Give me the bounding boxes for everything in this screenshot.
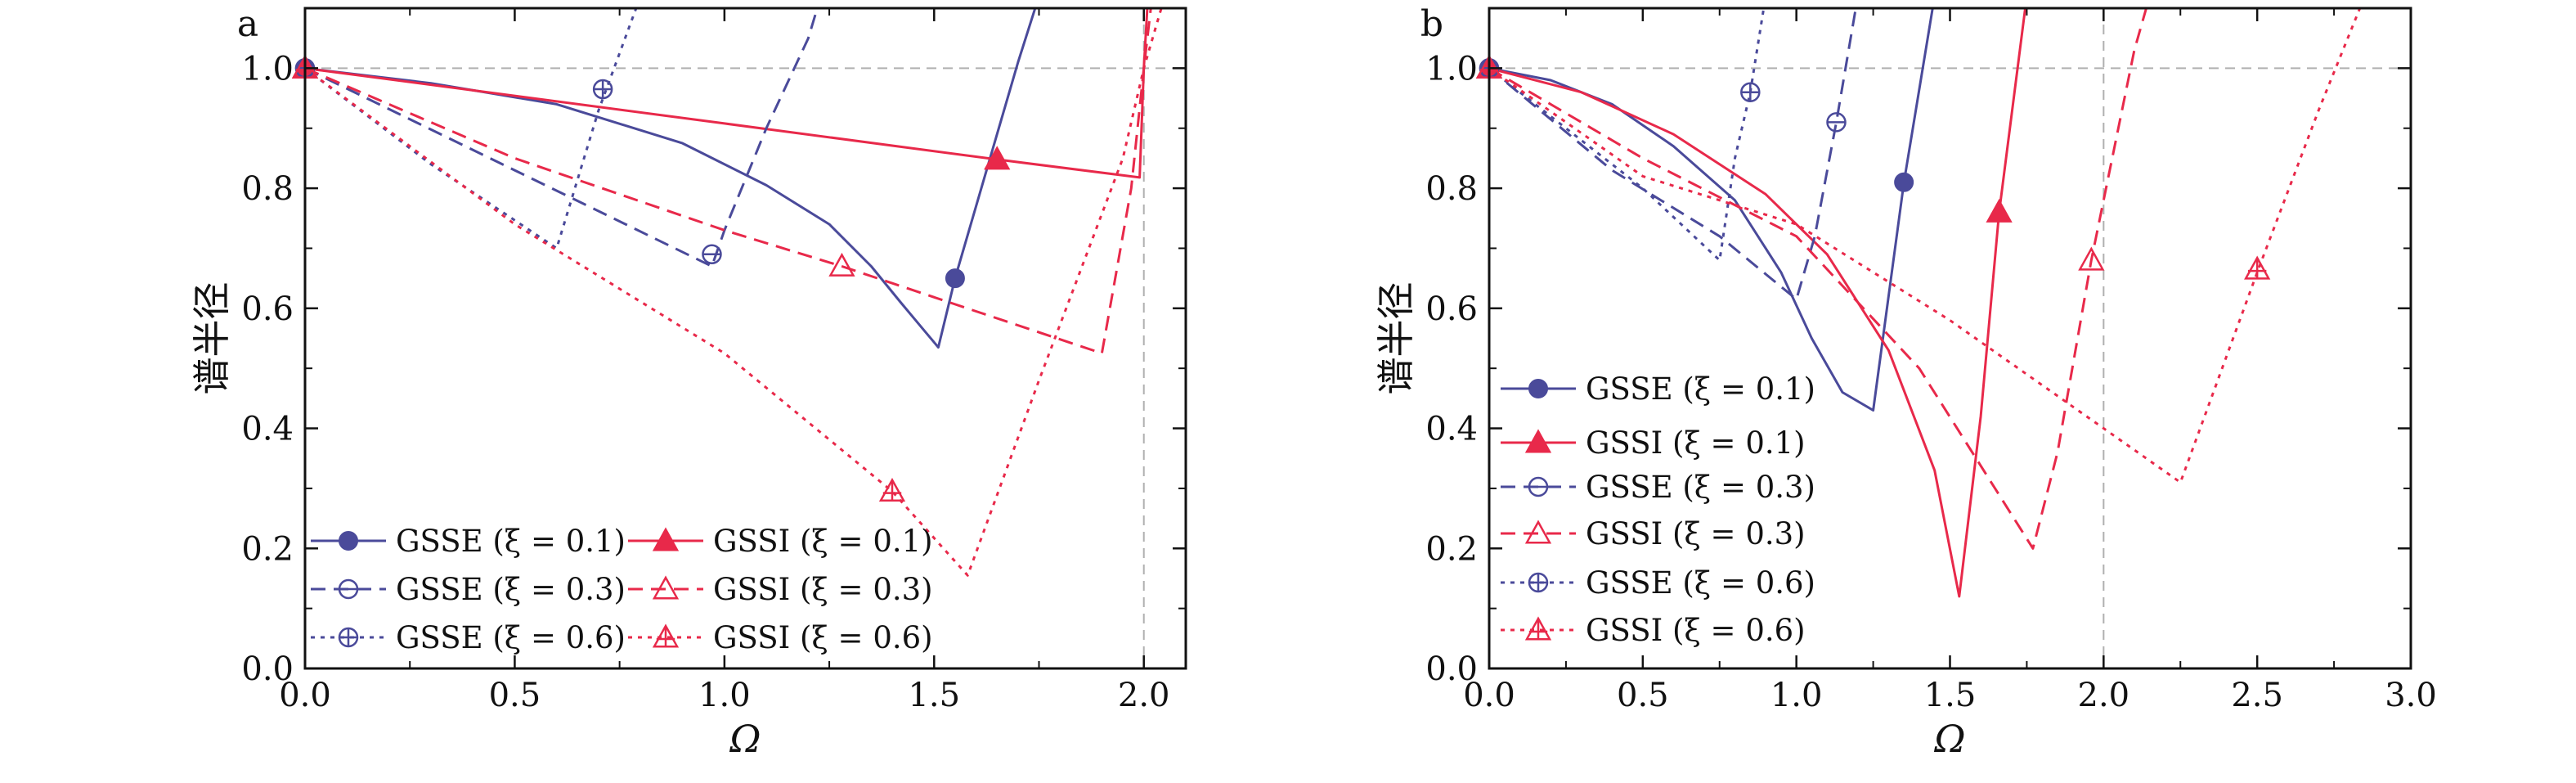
series-marker-1	[945, 268, 965, 289]
x-tick-label: 0.5	[1617, 677, 1669, 714]
y-tick-label: 0.0	[1425, 650, 1478, 688]
y-tick-label: 0.8	[1425, 170, 1478, 208]
x-tick-label: 0.0	[279, 677, 331, 714]
series-line-2	[305, 8, 1149, 179]
series-marker-3	[1826, 112, 1847, 133]
series-marker-2-tri	[984, 146, 1011, 170]
legend-entry-label: GSSE (ξ = 0.3)	[1586, 470, 1815, 505]
x-tick-label: 2.5	[2231, 677, 2283, 714]
series-line-4	[305, 8, 1152, 355]
x-axis-label: Ω	[1933, 717, 1965, 761]
legend-entry-label: GSSE (ξ = 0.6)	[396, 620, 626, 655]
series-marker-6	[878, 478, 906, 502]
chart-panel-b: 0.0 0.5 1.0 1.5 2.0 2.5 3.0 0.0 0.2 0.4 0.6 0.8 1.0 Ω…	[1374, 3, 2437, 761]
series-line-5	[305, 8, 638, 250]
legend-marker	[1524, 429, 1552, 453]
series-group	[305, 8, 1163, 577]
y-tick-label: 0.6	[1425, 290, 1478, 328]
legend-marker-tri	[652, 575, 680, 600]
series-line-6	[1489, 8, 2362, 484]
legend-marker-tri	[1524, 429, 1552, 453]
series-line-5	[1489, 8, 1766, 262]
legend-marker	[1524, 616, 1552, 641]
x-tick-label: 1.0	[698, 677, 751, 714]
y-tick-label: 0.4	[1425, 411, 1478, 448]
legend-marker	[339, 531, 358, 551]
series-marker-2	[984, 146, 1011, 170]
y-tick-label: 0.8	[241, 170, 294, 208]
legend-entry-label: GSSE (ξ = 0.6)	[1586, 565, 1815, 601]
legend-entry-label: GSSE (ξ = 0.1)	[1586, 371, 1815, 407]
legend-marker	[1528, 476, 1549, 497]
y-axis-label: 谱半径	[190, 282, 234, 395]
legend-entry-label: GSSE (ξ = 0.3)	[396, 572, 626, 607]
legend-marker	[652, 575, 680, 600]
series-marker-4-tri	[2078, 246, 2105, 271]
series-marker-4	[2078, 246, 2105, 271]
x-tick-label: 1.5	[908, 677, 960, 714]
x-tick-label: 1.0	[1770, 677, 1823, 714]
legend-marker	[1524, 520, 1552, 544]
plot-frame	[303, 7, 1187, 670]
series-marker-5	[1740, 82, 1761, 102]
y-axis-label: 谱半径	[1374, 282, 1418, 395]
x-tick-label: 3.0	[2385, 677, 2437, 714]
legend-marker	[1528, 379, 1548, 398]
series-marker-1	[1894, 172, 1914, 192]
legend-entry-label: GSSI (ξ = 0.3)	[1586, 516, 1806, 551]
series-marker-5	[592, 79, 613, 100]
y-tick-label: 0.6	[241, 290, 294, 328]
legend: GSSE (ξ = 0.1) GSSI (ξ = 0.1) GSSE (ξ = 0.…	[311, 524, 933, 655]
series-marker-4-tri	[828, 252, 855, 277]
y-tick-label: 1.0	[1425, 50, 1478, 88]
legend-marker-tri	[652, 527, 680, 551]
series-marker-2-tri	[1986, 198, 2013, 223]
y-tick-label: 0.2	[241, 530, 294, 568]
panel-label: a	[237, 3, 258, 45]
legend-marker	[652, 623, 680, 648]
legend-entry-label: GSSI (ξ = 0.6)	[713, 620, 933, 655]
series-marker-4	[828, 252, 855, 277]
y-tick-label: 0.0	[241, 650, 294, 688]
legend-entry-label: GSSE (ξ = 0.1)	[396, 524, 626, 559]
series-line-3	[305, 8, 819, 268]
x-tick-label: 0.0	[1463, 677, 1515, 714]
series-line-3	[1489, 8, 1857, 301]
legend-entry-label: GSSI (ξ = 0.3)	[713, 572, 933, 607]
x-axis-label: Ω	[729, 717, 761, 761]
y-tick-label: 0.2	[1425, 530, 1478, 568]
legend: GSSE (ξ = 0.1) GSSI (ξ = 0.1) GSSE (ξ = 0.…	[1501, 371, 1815, 648]
x-tick-label: 2.0	[2078, 677, 2130, 714]
series-line-1	[1489, 8, 1934, 412]
legend-marker	[1528, 572, 1549, 593]
series-marker-3	[702, 244, 722, 265]
y-tick-label: 1.0	[241, 50, 294, 88]
x-tick-label: 0.5	[489, 677, 541, 714]
series-marker-2	[1986, 198, 2013, 223]
legend-marker-tri	[1524, 520, 1552, 544]
y-tick-label: 0.4	[241, 411, 294, 448]
legend-entry-label: GSSI (ξ = 0.1)	[1586, 425, 1806, 461]
series-group	[1489, 8, 2362, 598]
chart-panel-a: 0.0 0.5 1.0 1.5 2.00.00.20.40.60.81.0Ω谱半径aGS…	[190, 3, 1187, 761]
x-tick-label: 2.0	[1118, 677, 1170, 714]
series-line-2	[1489, 8, 2027, 598]
legend-entry-label: GSSI (ξ = 0.6)	[1586, 613, 1806, 648]
legend-marker	[338, 578, 359, 600]
x-tick-label: 1.5	[1924, 677, 1977, 714]
series-marker-6	[2244, 255, 2271, 280]
series-line-4	[1489, 8, 2148, 550]
panel-label: b	[1420, 3, 1443, 45]
series-line-6	[305, 8, 1163, 577]
legend-entry-label: GSSI (ξ = 0.1)	[713, 524, 933, 559]
legend-marker	[338, 627, 359, 648]
legend-marker	[652, 527, 680, 551]
